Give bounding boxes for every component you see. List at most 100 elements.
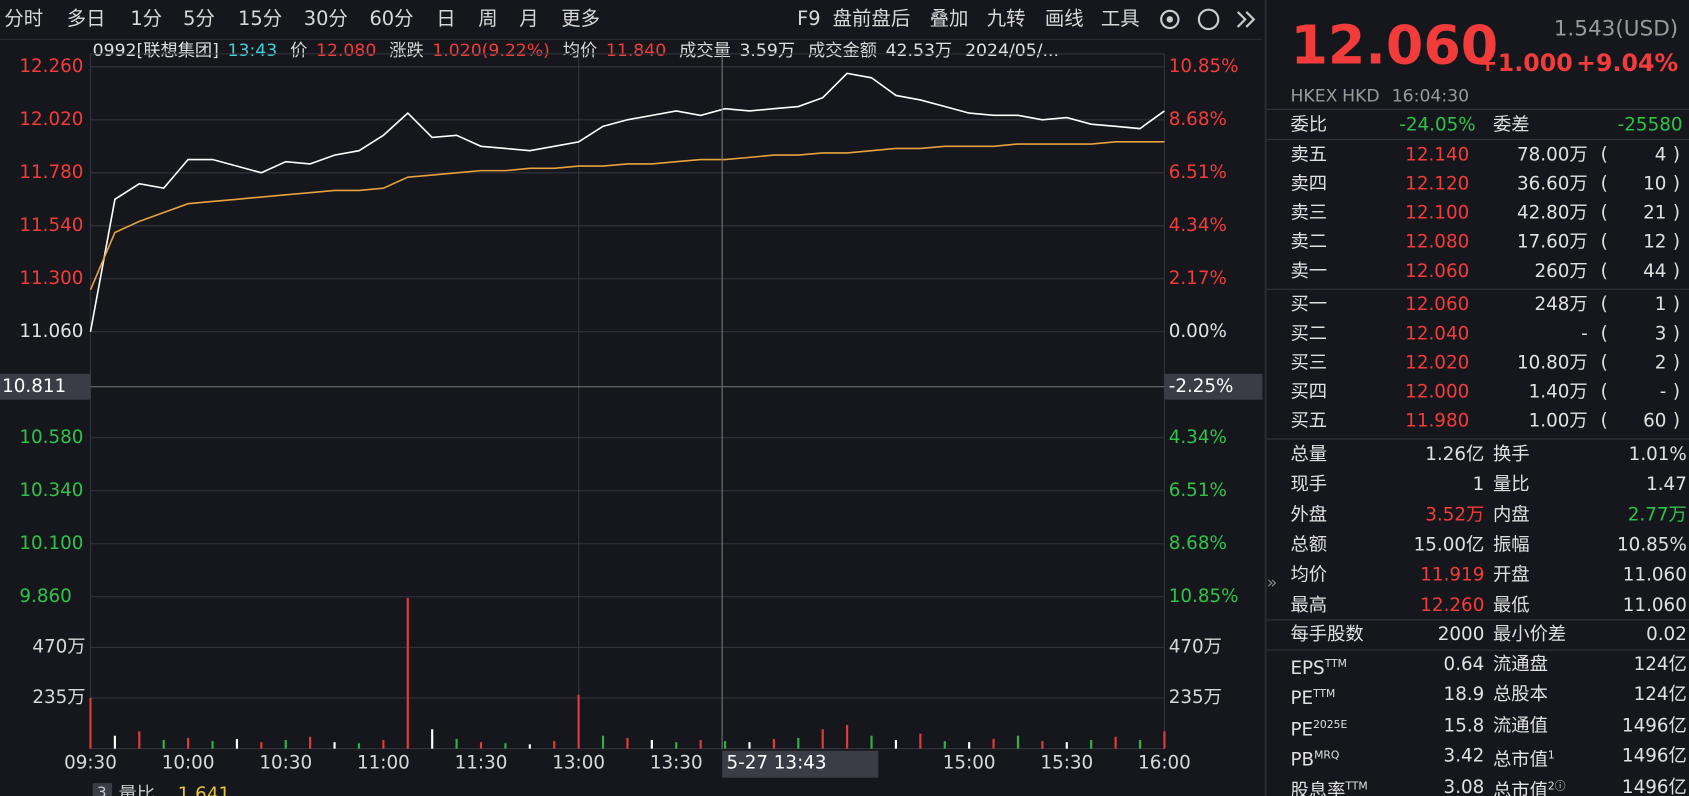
tool[interactable]: 叠加 [929, 7, 969, 31]
x-tick-label: 10:30 [259, 753, 312, 774]
volume-bar [724, 741, 727, 749]
paren: ) [1672, 323, 1680, 345]
fund-label: 流通值 [1492, 715, 1548, 737]
volume-bar [431, 729, 434, 749]
fund-label: EPSTTM [1290, 657, 1347, 680]
settings-icon[interactable] [1160, 9, 1180, 30]
date: 2024/05/... [965, 39, 1059, 61]
fund-label: 总股本 [1492, 684, 1548, 706]
y-tick-label: 11.060 [19, 321, 83, 342]
tab[interactable]: 日 [436, 7, 456, 31]
settings-icon-core [1166, 16, 1174, 23]
currency: HKD [1342, 85, 1380, 106]
tab[interactable]: 更多 [561, 7, 600, 31]
book-count: 44 [1643, 260, 1667, 282]
exchange: HKEX [1290, 85, 1338, 106]
y-tick-label: 11.780 [19, 162, 83, 183]
stock-code: 0992[联想集团] [92, 39, 219, 61]
fund-label: PE2025E [1290, 718, 1348, 741]
volume-bar [235, 738, 239, 749]
x-tick-label: 09:30 [64, 753, 117, 774]
volume-bar [992, 738, 995, 749]
fund-label-sup: TTM [1345, 780, 1368, 793]
stat-label: 最小价差 [1492, 623, 1567, 646]
paren: ) [1672, 144, 1680, 166]
stat-label: 均价 [1290, 564, 1328, 586]
tab[interactable]: 15分 [238, 7, 283, 31]
tab[interactable]: 30分 [303, 7, 348, 31]
book-level: 卖三 [1290, 202, 1328, 224]
volume-bar [577, 694, 580, 749]
volume-bar [675, 742, 678, 749]
fund-label-sup: 2ⓘ [1547, 780, 1566, 793]
tool[interactable]: 画线 [1044, 7, 1084, 31]
expand-icon[interactable] [1236, 11, 1256, 28]
indicator-box [92, 783, 113, 796]
tool[interactable]: 工具 [1100, 7, 1140, 31]
book-price: 11.980 [1405, 410, 1470, 432]
volume-bar [260, 742, 263, 749]
toolbar-icons[interactable] [1157, 6, 1263, 32]
book-level: 买三 [1290, 352, 1328, 374]
fund-value: 124亿 [1633, 684, 1687, 706]
book-volume: 10.80万 [1517, 352, 1588, 374]
y-tick-label: 10.580 [19, 427, 83, 448]
y2-tick-label: 6.51% [1169, 480, 1227, 501]
stat-value: 1.47 [1646, 473, 1687, 496]
volume-bar [504, 743, 507, 749]
field-label: 均价 [562, 39, 598, 61]
book-volume: 17.60万 [1517, 231, 1588, 253]
stat-label: 总额 [1290, 534, 1328, 556]
tab[interactable]: 60分 [369, 7, 414, 31]
ratio-value: -24.05% [1399, 113, 1476, 136]
x-tick-label: 10:00 [162, 753, 215, 774]
paren: ) [1672, 410, 1680, 432]
volume-bar [650, 740, 653, 749]
volume-bar [821, 729, 824, 749]
stat-label: 总量 [1290, 443, 1328, 466]
volume-bar [309, 736, 312, 749]
crosshair-box [0, 373, 91, 400]
x-tick-label: 16:00 [1138, 753, 1191, 774]
book-level: 买一 [1290, 293, 1328, 316]
stat-value: 11.060 [1622, 594, 1687, 616]
volume-bar [1090, 740, 1093, 749]
y2-tick-label: 470万 [1169, 636, 1222, 657]
fund-value: 15.8 [1443, 715, 1485, 737]
book-count: 12 [1643, 231, 1667, 253]
x-tick-label: 15:30 [1040, 753, 1093, 774]
help-icon[interactable] [1197, 8, 1220, 31]
volume-bar [943, 741, 946, 749]
stat-value: 11.919 [1420, 564, 1485, 586]
volume-bar [187, 737, 190, 749]
book-volume: 36.60万 [1517, 173, 1588, 195]
volume-bar [626, 737, 629, 749]
volume-bar [333, 742, 336, 749]
book-count: - [1659, 381, 1667, 403]
diff-label: 委差 [1492, 113, 1530, 136]
tool[interactable]: 盘前盘后 [832, 7, 911, 31]
y-tick-label: 470万 [32, 636, 85, 657]
field-label: 价 [290, 39, 308, 61]
paren: ( [1600, 202, 1608, 225]
tab[interactable]: 5分 [183, 7, 215, 31]
tab[interactable]: 多日 [66, 7, 106, 31]
volume-bar [138, 731, 141, 749]
fund-label-sup: TTM [1324, 657, 1347, 670]
y2-tick-label: 4.34% [1169, 427, 1227, 448]
collapse-arrow: » [1266, 571, 1278, 593]
indicator-name: 量比 [118, 784, 155, 796]
tab[interactable]: 周 [478, 7, 498, 31]
tab[interactable]: 月 [519, 7, 539, 31]
tab[interactable]: 1分 [130, 7, 163, 31]
paren: ) [1672, 231, 1680, 254]
paren: ( [1600, 352, 1608, 374]
field-value: 42.53万 [885, 39, 953, 61]
separator [1266, 438, 1689, 440]
book-count: 4 [1654, 144, 1667, 166]
stat-label: 外盘 [1290, 503, 1328, 526]
tool[interactable]: F9 [797, 7, 821, 31]
tool[interactable]: 九转 [986, 7, 1026, 31]
tab[interactable]: 分时 [4, 7, 44, 31]
